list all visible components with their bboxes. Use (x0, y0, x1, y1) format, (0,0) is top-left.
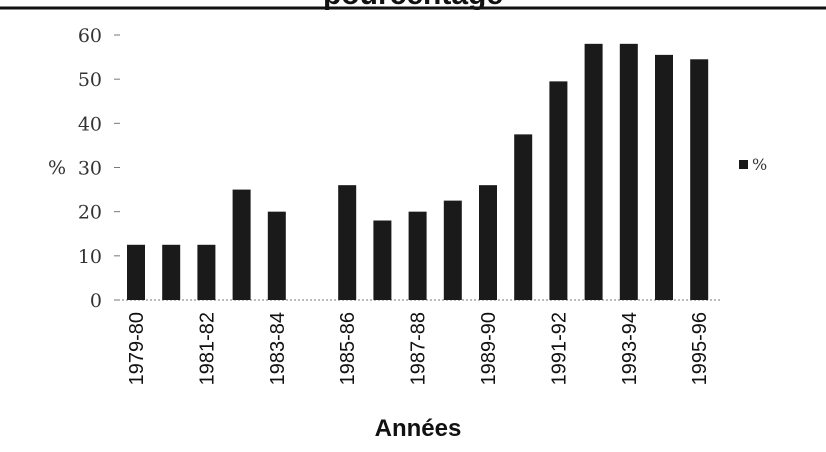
x-tick-label-1983-84: 1983-84 (267, 312, 289, 385)
legend-label: % (752, 155, 767, 174)
y-tick-label-0: 0 (90, 290, 102, 312)
bar-1988-89 (443, 200, 462, 300)
y-tick-label-1: 10 (78, 246, 102, 268)
bar-1994-95 (655, 54, 673, 300)
y-tick-label-4: 40 (78, 113, 102, 135)
y-tick-label-5: 50 (78, 69, 102, 91)
y-tick-label-2: 20 (78, 202, 102, 224)
bar-1981-82 (197, 244, 216, 300)
bar-1989-90 (479, 185, 497, 300)
x-tick-label-1995-96: 1995-96 (689, 312, 711, 385)
bar-1983-84 (267, 211, 286, 300)
x-tick-label-1991-92: 1991-92 (548, 312, 570, 385)
bar-1995-96 (690, 59, 709, 300)
x-tick-label-1993-94: 1993-94 (619, 312, 641, 385)
x-tick-label-1987-88: 1987-88 (408, 312, 430, 385)
bar-1979-80 (127, 244, 145, 300)
bar-1992-93 (584, 43, 603, 300)
x-tick-label-1989-90: 1989-90 (478, 312, 500, 385)
legend-swatch (739, 160, 748, 169)
y-tick-label-6: 60 (78, 25, 102, 47)
legend: % (739, 155, 767, 174)
bars (127, 43, 709, 300)
x-axis-ticks: 1979-80 1981-82 1983-84 1985-86 1987-88 1989-… (126, 312, 711, 385)
bar-1982-83 (232, 189, 251, 300)
bar-1990-91 (514, 134, 533, 300)
x-axis-label: Années (375, 415, 462, 442)
bar-1985-86 (338, 185, 357, 300)
bar-1980-81 (162, 244, 181, 300)
x-tick-label-1985-86: 1985-86 (337, 312, 359, 385)
y-axis-label: % (48, 157, 66, 179)
bar-1986-87 (373, 220, 392, 300)
bar-1991-92 (549, 81, 568, 300)
x-tick-label-1979-80: 1979-80 (126, 312, 148, 385)
bar-1993-94 (619, 43, 638, 300)
x-tick-label-1981-82: 1981-82 (196, 312, 218, 385)
y-axis-ticks: 0 10 20 30 40 50 60 (78, 25, 120, 312)
y-tick-label-3: 30 (78, 158, 102, 180)
bar-1987-88 (408, 211, 427, 300)
chart-title-partial: pourcentage (323, 0, 503, 11)
